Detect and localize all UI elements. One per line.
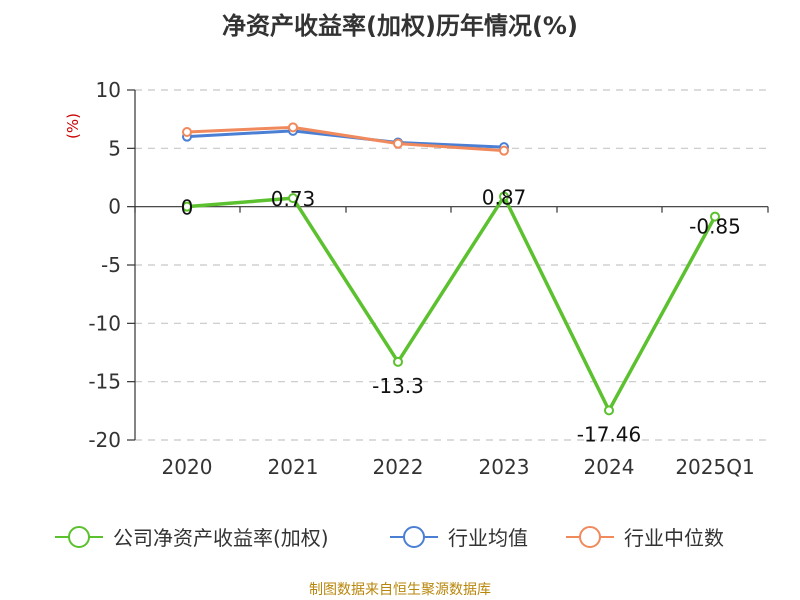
data-point <box>393 356 403 367</box>
y-tick-label: -15 <box>88 370 121 394</box>
data-label: 0 <box>181 196 194 220</box>
legend-marker <box>68 526 90 548</box>
axes <box>127 89 769 441</box>
x-tick-label: 2021 <box>268 455 319 479</box>
grid-lines <box>135 89 768 441</box>
chart-title: 净资产收益率(加权)历年情况(%) <box>222 12 578 40</box>
y-tick-label: -10 <box>88 311 121 335</box>
x-tick-label: 2022 <box>373 455 424 479</box>
data-point <box>710 211 720 222</box>
y-tick-label: -20 <box>88 428 121 452</box>
data-point <box>393 138 403 149</box>
x-tick-label: 2020 <box>162 455 213 479</box>
legend-marker <box>579 526 601 548</box>
data-point <box>288 122 298 133</box>
data-label: -0.85 <box>689 215 741 239</box>
y-tick-label: 5 <box>108 136 121 160</box>
x-tick-label: 2023 <box>479 455 530 479</box>
data-label: 0.73 <box>271 187 316 211</box>
y-tick-label: -5 <box>101 253 121 277</box>
x-tick-label: 2025Q1 <box>675 455 754 479</box>
series-line <box>186 125 505 153</box>
x-tick-label: 2024 <box>584 455 635 479</box>
data-source-note: 制图数据来自恒生聚源数据库 <box>309 582 491 598</box>
y-tick-label: 10 <box>96 78 121 102</box>
series-line <box>186 194 717 413</box>
series-line <box>186 129 505 149</box>
data-label: -17.46 <box>577 422 641 446</box>
data-point <box>288 193 298 204</box>
y-tick-label: 0 <box>108 195 121 219</box>
data-label: -13.3 <box>372 374 424 398</box>
data-point <box>499 191 509 202</box>
y-tick-labels: 10 5 0 -5 -10 -15 -20 <box>88 78 121 452</box>
data-point <box>604 405 614 416</box>
data-point <box>182 127 192 137</box>
legend-label: 行业均值 <box>448 526 528 550</box>
legend: 公司净资产收益率(加权) 行业均值 行业中位数 <box>55 526 724 550</box>
data-point <box>182 201 192 212</box>
legend-marker <box>403 526 425 548</box>
x-tick-labels: 2020 2021 2022 2023 2024 2025Q1 <box>162 455 755 479</box>
y-axis-unit: (%) <box>64 113 82 139</box>
legend-label: 公司净资产收益率(加权) <box>113 526 329 550</box>
legend-label: 行业中位数 <box>624 526 724 550</box>
series-group: 0 0.73 -13.3 0.87 -17.46 -0.85 <box>181 122 741 446</box>
data-label: 0.87 <box>482 186 527 210</box>
data-point <box>499 145 509 156</box>
